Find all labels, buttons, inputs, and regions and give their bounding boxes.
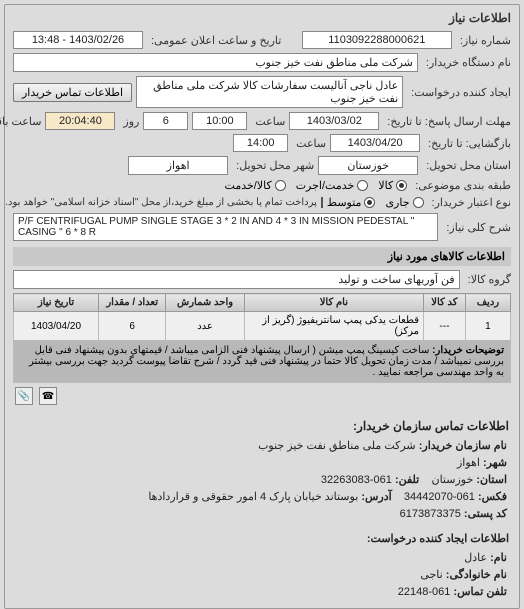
radio-both[interactable]: [275, 180, 286, 191]
remain-days-label: روز: [119, 115, 139, 128]
creator-contact-header: اطلاعات ایجاد کننده درخواست:: [13, 528, 511, 549]
contact-button[interactable]: اطلاعات تماس خریدار: [13, 83, 132, 102]
cell-code: ---: [424, 312, 466, 341]
open-label: بازگشایی: تا تاریخ:: [424, 137, 511, 150]
remain-time-field: 20:04:40: [45, 112, 115, 130]
buyer-field: شرکت ملی مناطق نفت خیز جنوب: [13, 53, 418, 72]
col-qty: تعداد / مقدار: [99, 294, 166, 312]
addr-value: بوستاند خیابان پارک 4 امور حقوقی و قرارد…: [148, 491, 358, 503]
attach-icon[interactable]: 📎: [15, 387, 33, 405]
credit-label: نوع اعتبار خریدار:: [428, 196, 511, 209]
remain-time-label: ساعت باقی مانده: [0, 115, 41, 128]
deadline-time-field: 10:00: [192, 112, 247, 130]
creator-label: ایجاد کننده درخواست:: [407, 86, 511, 99]
goods-group-field: فن آوریهای ساخت و تولید: [13, 270, 460, 289]
name-value: عادل: [464, 552, 487, 564]
delivery-state-field: خوزستان: [318, 156, 418, 175]
desc-field: P/F CENTRIFUGAL PUMP SINGLE STAGE 3 * 2 …: [13, 213, 438, 241]
creator-field: عادل ناجی آنالیست سفارشات کالا شرکت ملی …: [136, 76, 403, 108]
radio-service-label: خدمت/اجرت: [296, 179, 355, 192]
table-row[interactable]: 1 --- قطعات یدکی پمپ سانتریفیوژ (گریز از…: [14, 312, 511, 341]
tel-value: 061-32263083: [321, 474, 392, 486]
cell-name: قطعات یدکی پمپ سانتریفیوژ (گریز از مرکز): [244, 312, 423, 341]
note-label: توضیحات خریدار:: [432, 345, 504, 356]
subject-group-label: طبقه بندی موضوعی:: [411, 179, 511, 192]
col-code: کد کالا: [424, 294, 466, 312]
request-no-field: 1103092288000621: [302, 31, 452, 49]
col-date: تاریخ نیاز: [14, 294, 99, 312]
public-date-label: تاریخ و ساعت اعلان عمومی:: [147, 34, 281, 47]
radio-mid-label: متوسط: [327, 196, 362, 209]
province-label: استان:: [476, 474, 507, 486]
remain-days-field: 6: [143, 112, 188, 130]
tel-label: تلفن:: [395, 474, 419, 486]
public-date-field: 1403/02/26 - 13:48: [13, 31, 143, 49]
fax-label: فکس:: [478, 491, 507, 503]
cell-qty: 6: [99, 312, 166, 341]
radio-cash-label: جاری: [385, 196, 409, 209]
family-value: ناجی: [420, 569, 442, 581]
deadline-time-label: ساعت: [251, 115, 285, 128]
fax-value: 061-34442070: [404, 491, 475, 503]
treasury-check[interactable]: [321, 197, 323, 208]
goods-section-title: اطلاعات کالاهای مورد نیاز: [13, 247, 511, 266]
delivery-city-label: شهر محل تحویل:: [232, 159, 314, 172]
desc-label: شرح کلی نیاز:: [442, 221, 511, 234]
delivery-state-label: استان محل تحویل:: [422, 159, 511, 172]
city-label: شهر:: [483, 457, 507, 469]
org-value: شرکت ملی مناطق نفت خیز جنوب: [258, 440, 416, 452]
city-value: اهواز: [457, 457, 480, 469]
buyer-label: نام دستگاه خریدار:: [422, 56, 511, 69]
goods-table: ردیف کد کالا نام کالا واحد شمارش تعداد /…: [13, 293, 511, 383]
family-label: نام خانوادگی:: [446, 569, 507, 581]
post-label: کد پستی:: [464, 508, 507, 520]
radio-mid[interactable]: [364, 197, 375, 208]
col-unit: واحد شمارش: [166, 294, 244, 312]
radio-both-label: کالا/خدمت: [225, 179, 272, 192]
province-value: خوزستان: [431, 474, 473, 486]
note-row: توضیحات خریدار: ساخت کیسینگ پمپ میشن ( ا…: [14, 341, 511, 383]
cell-unit: عدد: [166, 312, 244, 341]
ctel-label: تلفن تماس:: [453, 586, 507, 598]
radio-goods[interactable]: [396, 180, 407, 191]
addr-label: آدرس:: [361, 491, 391, 503]
credit-note: پرداخت تمام یا بخشی از مبلغ خرید،از محل …: [1, 197, 317, 208]
phone-icon[interactable]: ☎: [39, 387, 57, 405]
open-date-field: 1403/04/20: [330, 134, 420, 152]
cell-idx: 1: [465, 312, 510, 341]
ctel-value: 061-22148: [398, 586, 451, 598]
post-value: 6173873375: [400, 508, 461, 520]
open-time-label: ساعت: [292, 137, 326, 150]
radio-cash[interactable]: [413, 197, 424, 208]
radio-service[interactable]: [357, 180, 368, 191]
name-label: نام:: [490, 552, 507, 564]
delivery-city-field: اهواز: [128, 156, 228, 175]
col-idx: ردیف: [465, 294, 510, 312]
request-no-label: شماره نیاز:: [456, 34, 511, 47]
contact-header: اطلاعات تماس سازمان خریدار:: [13, 415, 511, 437]
cell-date: 1403/04/20: [14, 312, 99, 341]
panel-title: اطلاعات نیاز: [13, 11, 511, 25]
org-label: نام سازمان خریدار:: [419, 440, 507, 452]
col-name: نام کالا: [244, 294, 423, 312]
deadline-date-field: 1403/03/02: [289, 112, 379, 130]
goods-group-label: گروه کالا:: [464, 273, 511, 286]
radio-goods-label: کالا: [378, 179, 393, 192]
deadline-label: مهلت ارسال پاسخ: تا تاریخ:: [383, 115, 511, 128]
open-time-field: 14:00: [233, 134, 288, 152]
